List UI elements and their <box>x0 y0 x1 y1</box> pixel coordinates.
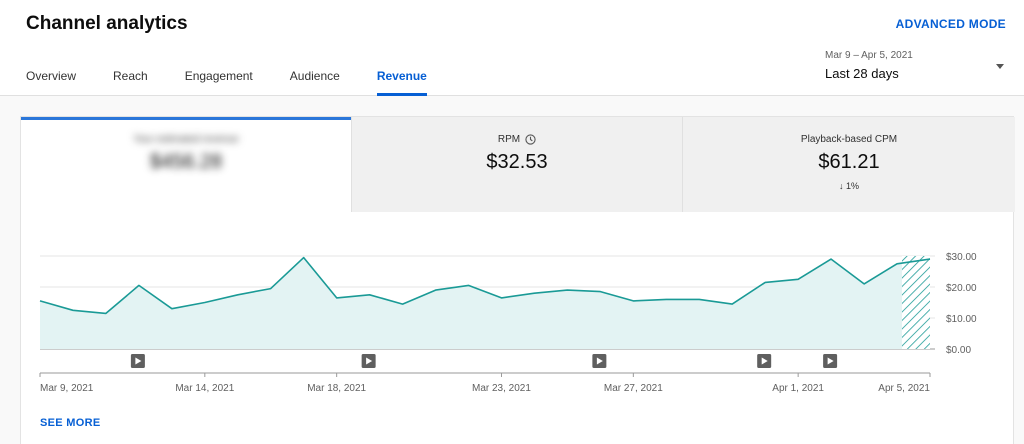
metric-label: Your estimated revenue <box>133 134 239 145</box>
y-tick-label: $10.00 <box>946 314 977 325</box>
series-line <box>39 256 931 315</box>
tab-reach[interactable]: Reach <box>113 69 148 83</box>
metric-estimated-revenue[interactable]: Your estimated revenue $456.28 <box>21 117 351 212</box>
arrow-down-icon: ↓ <box>838 181 844 191</box>
date-range-dropdown[interactable]: Mar 9 – Apr 5, 2021 Last 28 days <box>825 50 1010 90</box>
metric-value: $456.28 <box>149 151 223 173</box>
see-more-link[interactable]: SEE MORE <box>40 417 101 429</box>
play-icon <box>827 357 834 365</box>
metric-label-row: RPM <box>352 134 682 145</box>
date-range-dates: Mar 9 – Apr 5, 2021 <box>825 50 913 61</box>
tab-engagement[interactable]: Engagement <box>184 69 253 83</box>
tab-revenue[interactable]: Revenue <box>376 62 427 96</box>
caret-down-icon <box>996 64 1004 69</box>
metric-rpm[interactable]: RPM $32.53 <box>351 117 682 212</box>
video-marker[interactable] <box>130 354 145 368</box>
page-title: Channel analytics <box>26 13 188 34</box>
video-marker[interactable] <box>592 354 607 368</box>
play-icon <box>366 357 373 365</box>
area-fill <box>40 257 930 349</box>
page-header: Channel analytics ADVANCED MODE Overview… <box>0 0 1024 96</box>
metric-value: $32.53 <box>486 151 548 173</box>
clock-icon <box>525 134 536 145</box>
delta-value: 1% <box>846 181 860 191</box>
metric-playback-cpm[interactable]: Playback-based CPM $61.21 ↓ 1% <box>682 117 1015 212</box>
play-icon <box>761 357 768 365</box>
video-marker[interactable] <box>823 354 838 368</box>
metric-delta: ↓ 1% <box>683 181 1015 191</box>
play-icon <box>135 357 142 365</box>
x-tick-label: Apr 5, 2021 <box>878 383 930 394</box>
date-range-label: Last 28 days <box>825 66 899 81</box>
x-tick-label: Mar 9, 2021 <box>40 383 94 394</box>
play-icon <box>596 357 603 365</box>
y-tick-label: $20.00 <box>946 283 977 294</box>
advanced-mode-button[interactable]: ADVANCED MODE <box>895 17 1006 31</box>
metric-label: Playback-based CPM <box>800 134 898 145</box>
x-tick-label: Mar 23, 2021 <box>472 383 531 394</box>
metric-label: RPM <box>497 134 521 145</box>
y-tick-label: $0.00 <box>946 345 971 356</box>
tab-bar: Overview Reach Engagement Audience Reven… <box>26 62 464 96</box>
x-tick-label: Mar 27, 2021 <box>604 383 663 394</box>
video-marker[interactable] <box>757 354 772 368</box>
video-marker[interactable] <box>361 354 376 368</box>
tab-audience[interactable]: Audience <box>289 69 340 83</box>
y-tick-label: $30.00 <box>946 252 977 263</box>
x-tick-label: Mar 18, 2021 <box>307 383 366 394</box>
x-tick-label: Apr 1, 2021 <box>772 383 824 394</box>
x-tick-label: Mar 14, 2021 <box>175 383 234 394</box>
incomplete-data-hatch <box>901 256 930 349</box>
metric-value: $61.21 <box>818 151 880 173</box>
tab-overview[interactable]: Overview <box>26 69 77 83</box>
